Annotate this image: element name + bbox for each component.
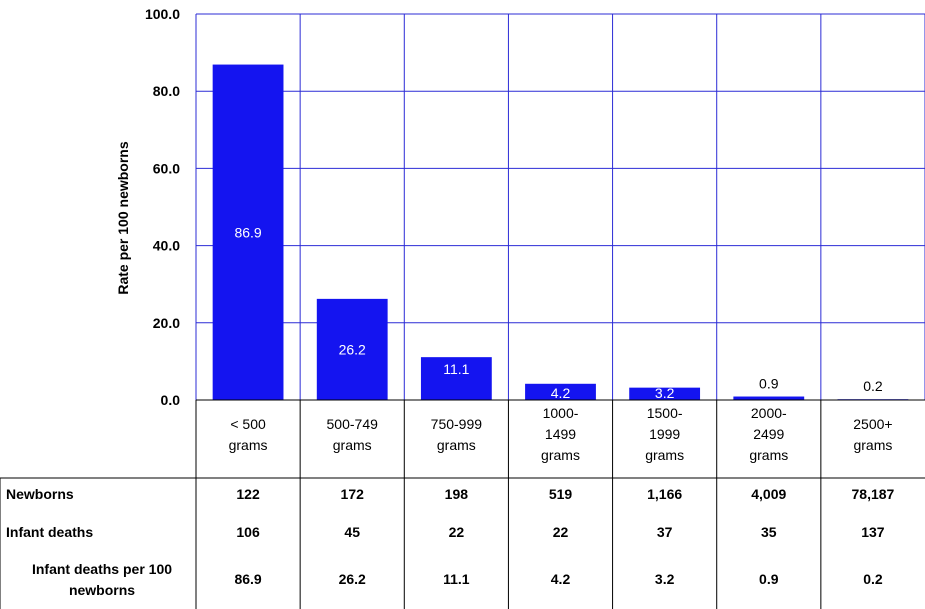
category-label: grams [333,437,372,453]
table-cell: 22 [553,524,569,540]
table-cell: 26.2 [339,571,366,587]
y-tick-label: 0.0 [161,392,181,408]
table-row-label: Infant deaths [6,524,93,540]
data-label: 26.2 [339,341,366,357]
category-label: grams [229,437,268,453]
table-cell: 106 [236,524,260,540]
category-label: grams [749,447,788,463]
table-cell: 11.1 [443,571,470,587]
category-label: grams [853,437,892,453]
category-label: 2000- [751,405,787,421]
y-tick-label: 80.0 [153,83,180,99]
y-tick-label: 60.0 [153,160,180,176]
table-row-label: Newborns [6,486,74,502]
bar [733,396,805,400]
y-axis-ticks: 0.0 20.0 40.0 60.0 80.0 100.0 [145,6,180,408]
bar [316,298,388,400]
table-cell: 519 [549,486,573,502]
y-tick-label: 20.0 [153,315,180,331]
y-tick-label: 40.0 [153,238,180,254]
bar [525,383,596,400]
bar [420,357,492,400]
table-cell: 22 [449,524,465,540]
category-label: 2499 [753,426,784,442]
bar [629,387,701,400]
category-label: grams [437,437,476,453]
table-cell: 35 [761,524,777,540]
table-cell: 1,166 [647,486,682,502]
y-tick-label: 100.0 [145,6,180,22]
category-label: 1500- [647,405,683,421]
category-label: 500-749 [327,416,379,432]
table-cell: 45 [344,524,360,540]
category-label: 1000- [543,405,579,421]
table-row-label: Infant deaths per 100 [32,561,172,577]
category-label: 1499 [545,426,576,442]
category-label: 750-999 [431,416,483,432]
table-cell: 37 [657,524,673,540]
category-labels: < 500 grams 500-749 grams 750-999 grams 1000- 1… [229,405,893,463]
category-label: < 500 [230,416,266,432]
table-cell: 3.2 [655,571,675,587]
bars: 86.9 26.2 11.1 4.2 3.2 0.9 0.2 [212,64,909,401]
table-cell: 86.9 [234,571,261,587]
gridlines [195,13,925,401]
y-axis-label: Rate per 100 newborns [115,141,131,294]
table-cell: 122 [236,486,260,502]
data-label: 3.2 [655,385,675,401]
data-table: Newborns 122 172 198 519 1,166 4,009 78,187 Infa… [0,399,925,609]
table-cell: 0.9 [759,571,779,587]
table-cell: 78,187 [852,486,895,502]
category-label: grams [645,447,684,463]
table-row-label: newborns [69,582,135,598]
table-cell: 4,009 [751,486,786,502]
data-label: 86.9 [234,224,261,240]
table-cell: 137 [861,524,885,540]
category-label: 1999 [649,426,680,442]
table-cell: 0.2 [863,571,883,587]
data-label: 0.9 [759,376,779,392]
data-label: 4.2 [551,385,571,401]
data-label: 11.1 [443,361,469,377]
table-cell: 4.2 [551,571,571,587]
table-cell: 198 [445,486,469,502]
category-label: grams [541,447,580,463]
bar [212,64,284,400]
data-label: 0.2 [863,378,883,394]
category-label: 2500+ [853,416,892,432]
table-cell: 172 [341,486,365,502]
